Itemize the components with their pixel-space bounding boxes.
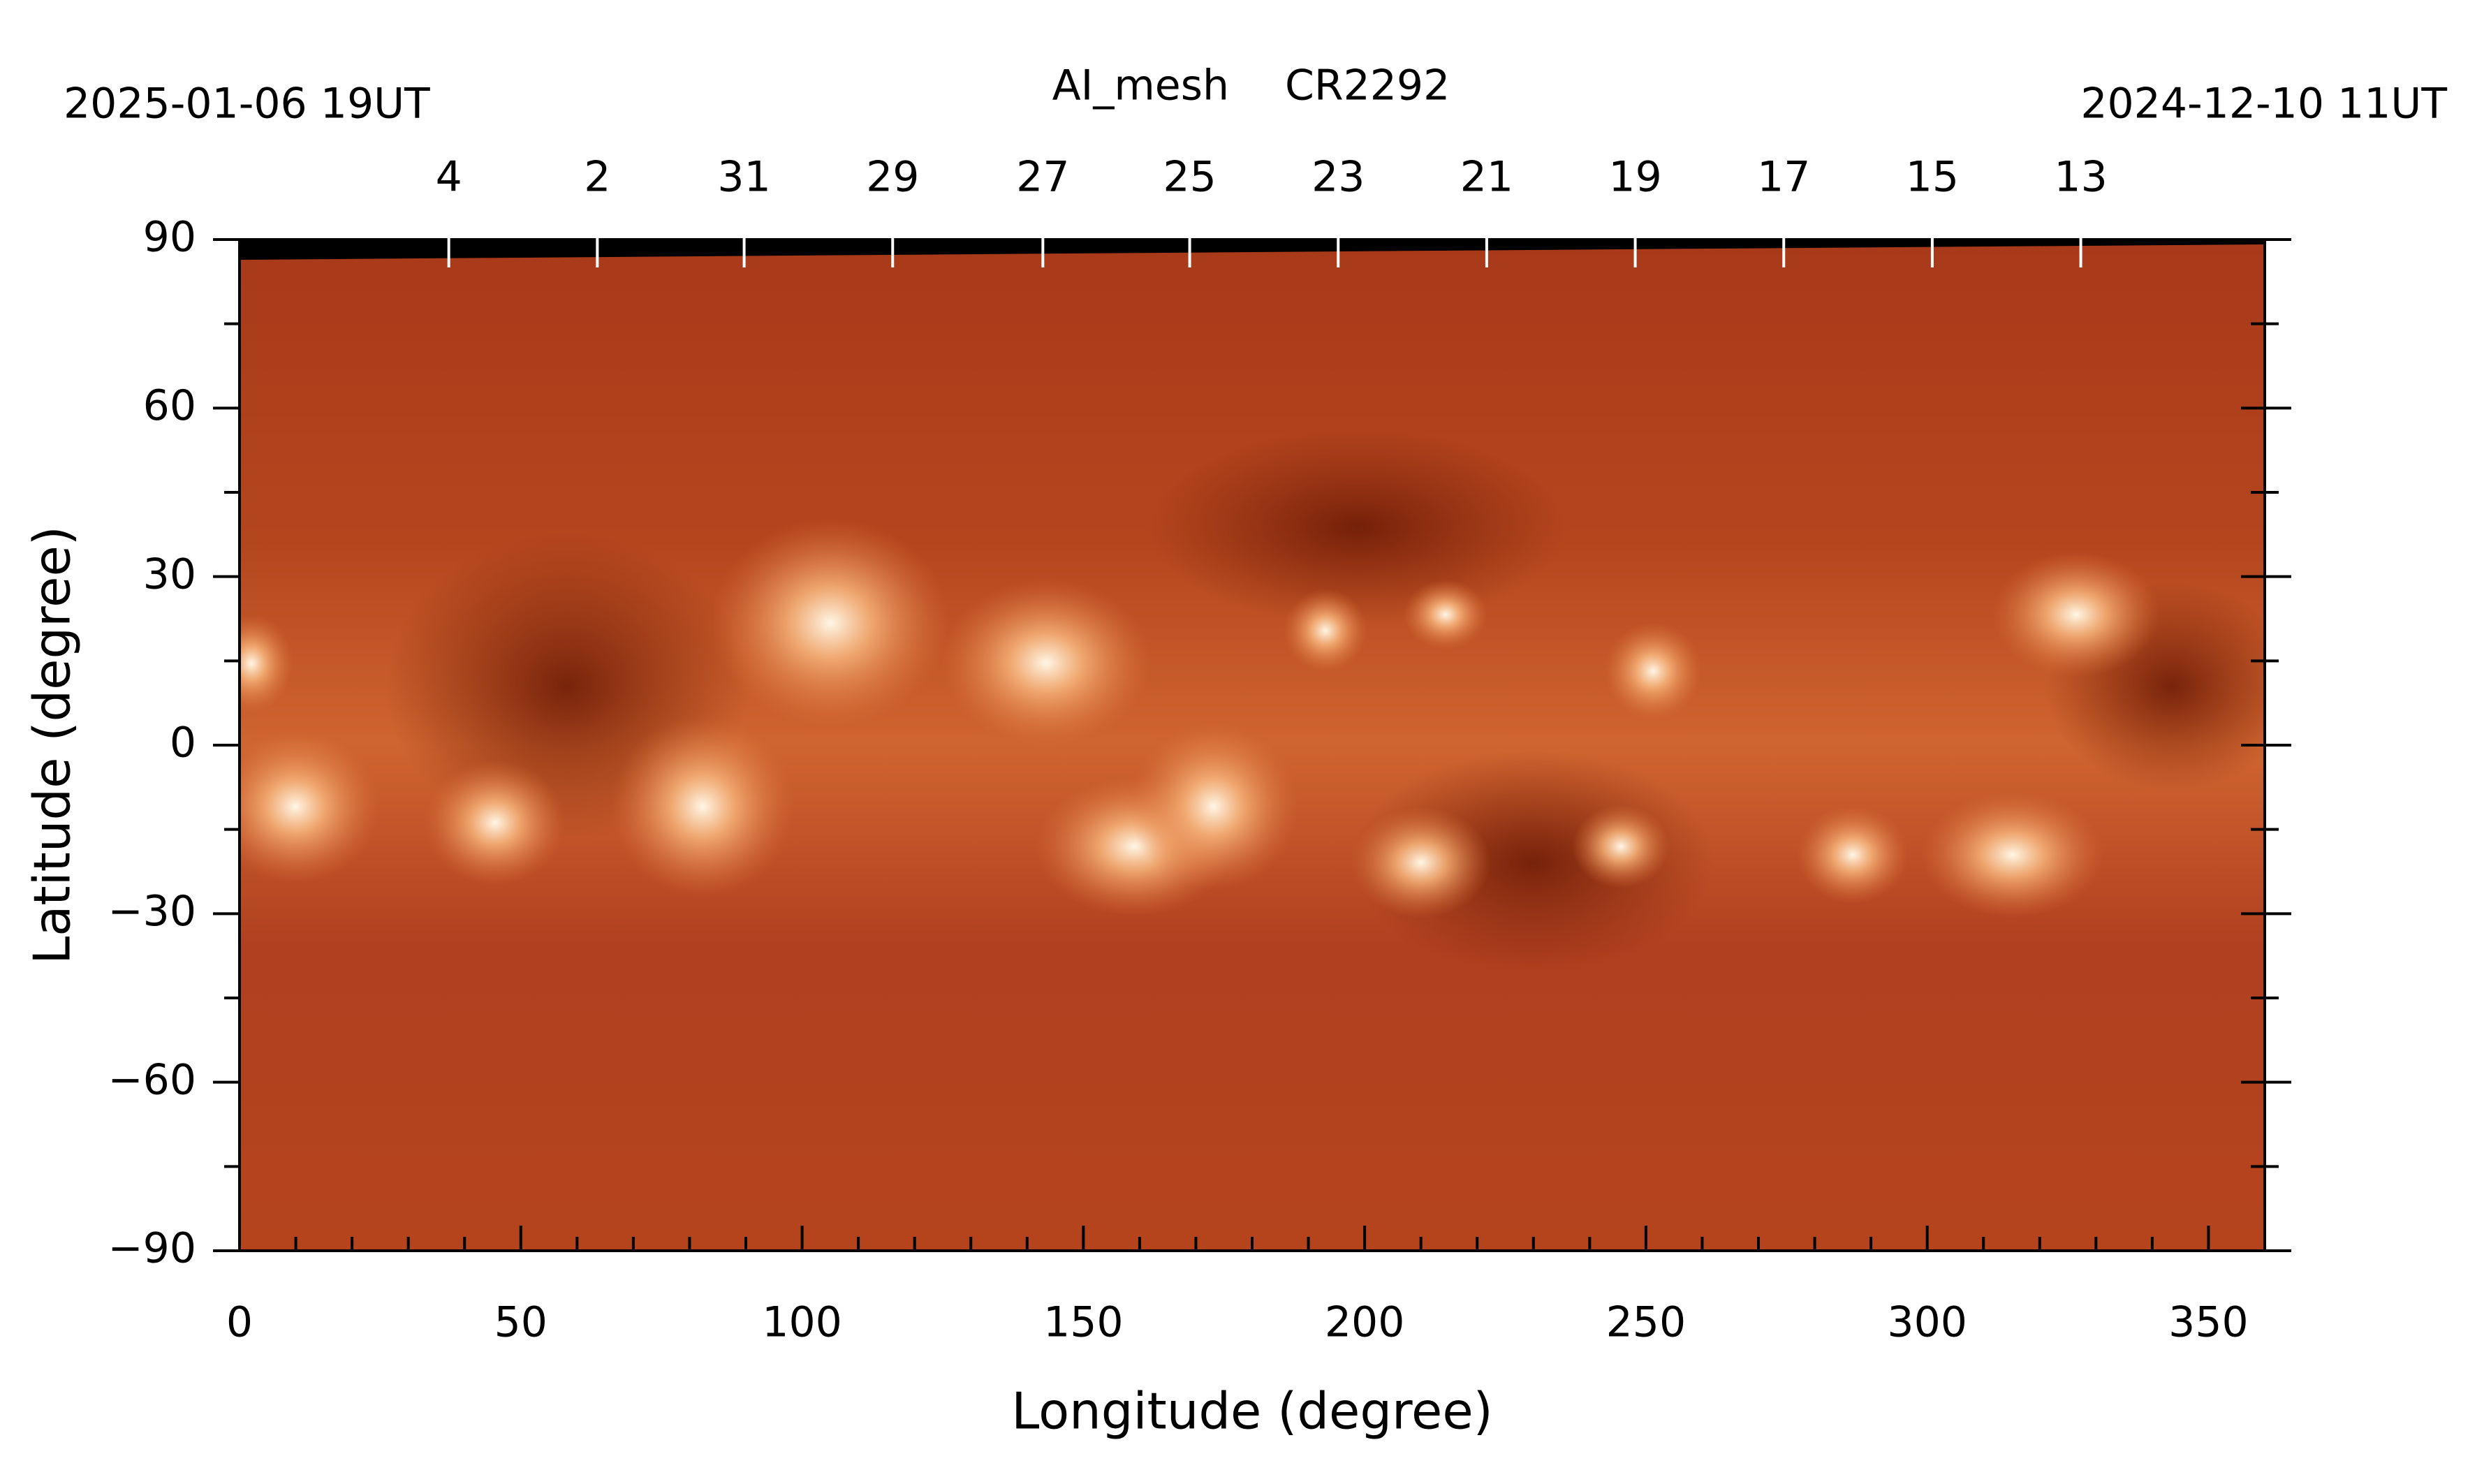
start-date: 2025-01-06 19UT [64,80,430,128]
date-tick-label: 25 [1163,153,1216,202]
y-axis-label: Latitude (degree) [23,526,82,964]
date-tick-label: 4 [436,153,462,202]
chart-subtitle: CR2292 [1285,61,1450,110]
date-tick-label: 21 [1460,153,1513,202]
chart-title: AI_mesh [1052,61,1229,110]
solar-map [240,240,2265,1251]
y-tick-label: 30 [143,550,196,598]
date-tick-label: 27 [1016,153,1069,202]
date-tick-label: 13 [2054,153,2107,202]
x-tick-label: 50 [494,1298,548,1347]
y-tick-label: −30 [108,887,196,936]
y-tick-label: 0 [170,719,196,767]
x-tick-label: 300 [1887,1298,1967,1347]
x-tick-label: 100 [762,1298,842,1347]
y-tick-label: 90 [143,213,196,262]
x-tick-label: 350 [2168,1298,2249,1347]
x-tick-label: 250 [1606,1298,1687,1347]
x-tick-label: 200 [1325,1298,1405,1347]
x-tick-label: 150 [1043,1298,1124,1347]
y-tick-label: −60 [108,1055,196,1104]
date-tick-label: 31 [717,153,770,202]
date-tick-label: 29 [866,153,919,202]
date-tick-label: 2 [584,153,610,202]
y-tick-label: −90 [108,1224,196,1273]
y-tick-label: 60 [143,381,196,430]
x-axis-label: Longitude (degree) [1011,1382,1492,1441]
date-tick-label: 23 [1311,153,1365,202]
x-tick-label: 0 [226,1298,253,1347]
date-tick-label: 19 [1608,153,1661,202]
date-tick-label: 17 [1757,153,1810,202]
date-tick-label: 15 [1906,153,1959,202]
end-date: 2024-12-10 11UT [2080,80,2447,128]
